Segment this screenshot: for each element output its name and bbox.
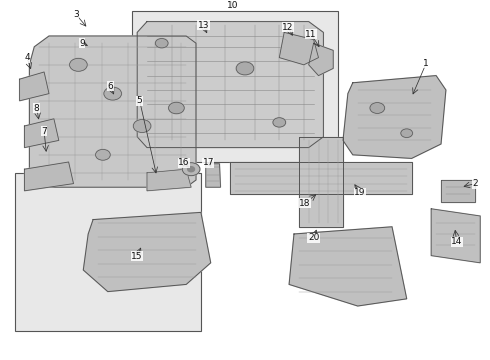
Polygon shape <box>24 119 59 148</box>
Circle shape <box>104 87 122 100</box>
Polygon shape <box>20 72 49 101</box>
Text: 19: 19 <box>354 188 366 197</box>
Circle shape <box>236 62 254 75</box>
Circle shape <box>169 102 184 114</box>
Circle shape <box>133 120 151 132</box>
Circle shape <box>182 163 200 176</box>
Polygon shape <box>309 43 333 76</box>
Polygon shape <box>431 209 480 263</box>
Text: 5: 5 <box>137 96 143 105</box>
Circle shape <box>401 129 413 138</box>
Polygon shape <box>441 180 475 202</box>
Text: 20: 20 <box>308 233 319 242</box>
Polygon shape <box>29 36 196 187</box>
Text: 11: 11 <box>305 30 317 39</box>
Polygon shape <box>289 227 407 306</box>
Polygon shape <box>206 164 220 187</box>
Polygon shape <box>147 169 191 191</box>
Text: 17: 17 <box>202 158 214 167</box>
Text: 13: 13 <box>197 21 209 30</box>
Text: 7: 7 <box>41 127 47 136</box>
Text: 8: 8 <box>34 104 40 112</box>
Circle shape <box>370 103 385 113</box>
Text: 3: 3 <box>73 10 79 19</box>
Text: 12: 12 <box>282 22 294 31</box>
Polygon shape <box>83 212 211 292</box>
Polygon shape <box>299 137 343 227</box>
Text: 1: 1 <box>423 58 429 68</box>
Text: 6: 6 <box>107 82 113 91</box>
Circle shape <box>96 149 110 160</box>
Polygon shape <box>137 22 323 148</box>
Text: 4: 4 <box>24 53 30 62</box>
Circle shape <box>155 39 168 48</box>
Polygon shape <box>24 162 74 191</box>
Text: 15: 15 <box>131 252 143 261</box>
Text: 2: 2 <box>472 179 478 188</box>
Text: 18: 18 <box>299 199 311 208</box>
Bar <box>132 11 338 162</box>
Circle shape <box>273 118 286 127</box>
Text: 10: 10 <box>227 1 239 10</box>
Text: 16: 16 <box>178 158 190 167</box>
Polygon shape <box>230 162 412 194</box>
Polygon shape <box>343 76 446 158</box>
Polygon shape <box>279 32 318 65</box>
Circle shape <box>188 167 195 172</box>
Circle shape <box>70 58 87 71</box>
Text: 9: 9 <box>79 39 85 48</box>
Bar <box>15 173 201 331</box>
Text: 14: 14 <box>451 238 463 246</box>
